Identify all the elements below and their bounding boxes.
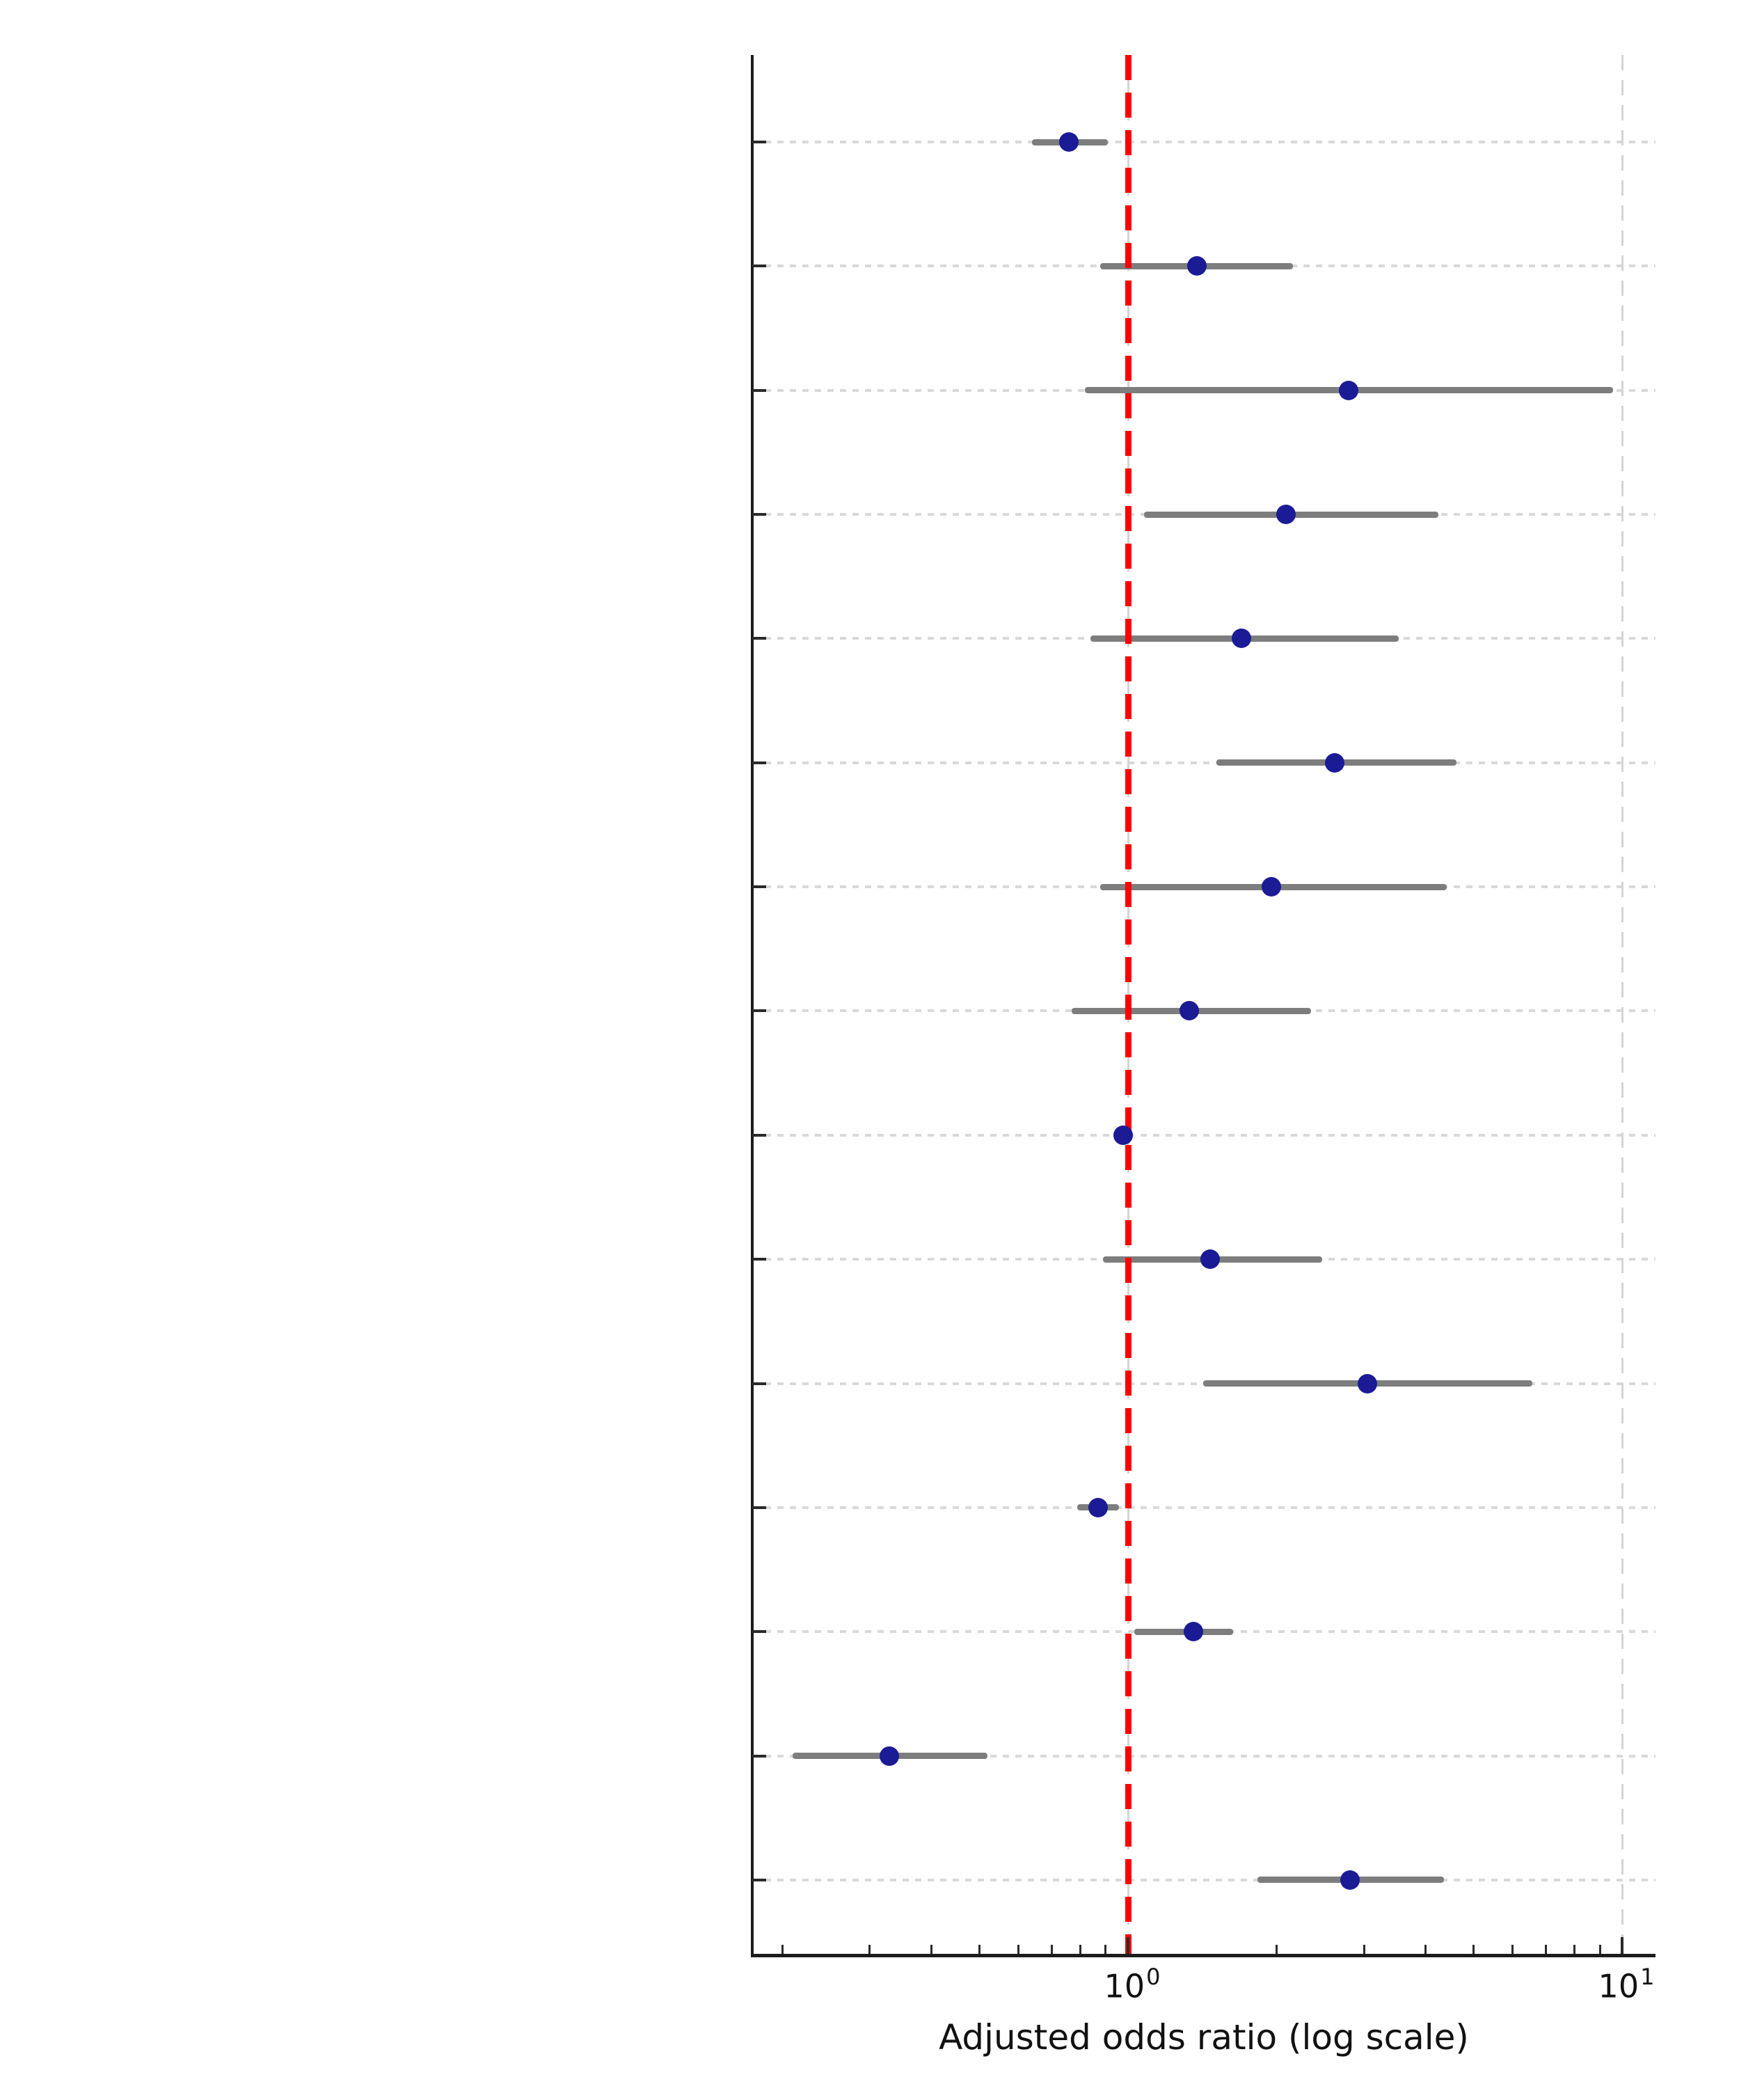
y-tick bbox=[752, 761, 766, 764]
point-estimate-dot bbox=[1339, 381, 1358, 400]
point-estimate-dot bbox=[1262, 877, 1281, 897]
horizontal-gridline bbox=[752, 141, 1655, 143]
y-tick bbox=[752, 265, 766, 267]
x-minor-tick bbox=[1511, 1945, 1514, 1954]
x-major-tick bbox=[1621, 1937, 1623, 1954]
horizontal-gridline bbox=[752, 1506, 1655, 1509]
point-estimate-dot bbox=[1325, 753, 1344, 773]
x-minor-tick bbox=[1472, 1945, 1475, 1954]
x-minor-tick bbox=[1573, 1945, 1575, 1954]
reference-line bbox=[1125, 55, 1131, 1955]
x-minor-tick bbox=[978, 1945, 980, 1954]
y-tick bbox=[752, 1382, 766, 1385]
point-estimate-dot bbox=[1232, 629, 1251, 648]
vertical-gridline bbox=[1621, 55, 1623, 1955]
x-tick-label: 100 bbox=[1104, 1964, 1161, 2005]
y-tick bbox=[752, 1755, 766, 1758]
x-minor-tick bbox=[930, 1945, 932, 1954]
x-minor-tick bbox=[1363, 1945, 1365, 1954]
point-estimate-dot bbox=[1180, 1001, 1199, 1020]
x-minor-tick bbox=[1051, 1945, 1053, 1954]
x-axis-spine bbox=[751, 1954, 1655, 1957]
x-minor-tick bbox=[1017, 1945, 1019, 1954]
point-estimate-dot bbox=[1200, 1249, 1220, 1269]
point-estimate-dot bbox=[1088, 1498, 1108, 1517]
y-axis-spine bbox=[751, 55, 754, 1957]
x-minor-tick bbox=[1545, 1945, 1547, 1954]
x-tick-label: 101 bbox=[1598, 1964, 1655, 2005]
x-minor-tick bbox=[781, 1945, 784, 1954]
horizontal-gridline bbox=[752, 1755, 1655, 1758]
point-estimate-dot bbox=[1113, 1126, 1133, 1145]
y-tick bbox=[752, 513, 766, 516]
x-minor-tick bbox=[1276, 1945, 1278, 1954]
y-tick bbox=[752, 1258, 766, 1261]
horizontal-gridline bbox=[752, 1134, 1655, 1137]
point-estimate-dot bbox=[880, 1746, 899, 1766]
y-tick bbox=[752, 1009, 766, 1012]
y-tick bbox=[752, 637, 766, 640]
point-estimate-dot bbox=[1358, 1374, 1377, 1394]
point-estimate-dot bbox=[1340, 1870, 1360, 1890]
y-tick bbox=[752, 885, 766, 888]
x-minor-tick bbox=[1424, 1945, 1427, 1954]
x-minor-tick bbox=[1079, 1945, 1081, 1954]
point-estimate-dot bbox=[1276, 505, 1296, 524]
y-tick bbox=[752, 1630, 766, 1633]
y-tick bbox=[752, 389, 766, 392]
y-tick bbox=[752, 1879, 766, 1881]
point-estimate-dot bbox=[1059, 132, 1079, 152]
x-major-tick bbox=[1127, 1937, 1129, 1954]
x-minor-tick bbox=[868, 1945, 871, 1954]
point-estimate-dot bbox=[1187, 256, 1207, 276]
point-estimate-dot bbox=[1184, 1622, 1203, 1641]
y-tick bbox=[752, 141, 766, 143]
horizontal-gridline bbox=[752, 1879, 1655, 1881]
x-axis-title: Adjusted odds ratio (log scale) bbox=[939, 2017, 1469, 2058]
horizontal-gridline bbox=[752, 761, 1655, 764]
y-tick bbox=[752, 1134, 766, 1137]
x-minor-tick bbox=[1104, 1945, 1106, 1954]
y-tick bbox=[752, 1506, 766, 1509]
x-minor-tick bbox=[1599, 1945, 1601, 1954]
